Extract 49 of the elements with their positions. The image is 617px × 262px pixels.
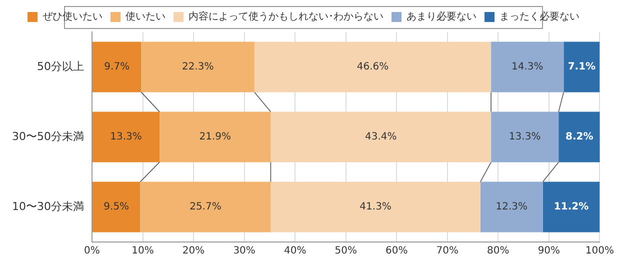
legend-label: あまり必要ない bbox=[406, 10, 476, 23]
bar bbox=[254, 42, 492, 92]
bar bbox=[270, 182, 480, 232]
x-tick-label: 50% bbox=[334, 246, 357, 257]
bar bbox=[92, 42, 142, 92]
bar bbox=[92, 182, 140, 232]
x-tick-label: 100% bbox=[585, 246, 614, 257]
data-label: 14.3% bbox=[511, 62, 544, 73]
data-label: 46.6% bbox=[356, 62, 389, 73]
x-tick-label: 40% bbox=[284, 246, 306, 257]
data-label: 13.3% bbox=[508, 132, 541, 143]
bar bbox=[564, 42, 600, 92]
x-tick-label: 0% bbox=[84, 246, 100, 257]
bar bbox=[542, 182, 600, 232]
data-label: 43.4% bbox=[364, 132, 397, 143]
x-tick-label: 70% bbox=[436, 246, 459, 257]
x-tick-label: 80% bbox=[487, 246, 510, 257]
x-tick-label: 30% bbox=[233, 246, 256, 257]
bar bbox=[491, 42, 564, 92]
bar bbox=[270, 112, 492, 162]
data-label: 21.9% bbox=[199, 132, 232, 143]
bar bbox=[160, 112, 271, 162]
bar bbox=[480, 182, 543, 232]
data-label: 8.2% bbox=[566, 132, 594, 143]
x-tick-label: 20% bbox=[182, 246, 205, 257]
data-label: 13.3% bbox=[110, 132, 142, 143]
data-label: 41.3% bbox=[360, 202, 392, 213]
legend-label: ぜひ使いたい bbox=[42, 12, 102, 23]
data-label: 22.3% bbox=[182, 62, 214, 73]
data-label: 9.7% bbox=[104, 62, 130, 73]
x-tick-label: 10% bbox=[132, 246, 154, 257]
y-tick-label: 30〜50分未満 bbox=[12, 130, 84, 143]
bar bbox=[92, 112, 160, 162]
bar bbox=[491, 112, 559, 162]
data-label: 12.3% bbox=[496, 202, 528, 213]
legend-label: まったく必要ない bbox=[500, 10, 580, 23]
x-tick-label: 60% bbox=[386, 246, 408, 257]
bar bbox=[140, 182, 271, 232]
bar bbox=[558, 112, 600, 162]
y-tick-label: 10〜30分未満 bbox=[12, 200, 84, 213]
data-label: 7.1% bbox=[568, 62, 596, 73]
data-label: 25.7% bbox=[190, 202, 222, 213]
y-tick-label: 50分以上 bbox=[36, 60, 84, 73]
bar bbox=[141, 42, 254, 92]
legend-label: 内容によって使うかもしれない･わからない bbox=[188, 10, 384, 23]
x-tick-label: 90% bbox=[538, 246, 560, 257]
data-label: 11.2% bbox=[554, 202, 589, 213]
legend-label: 使いたい bbox=[126, 12, 166, 23]
data-label: 9.5% bbox=[104, 202, 130, 213]
